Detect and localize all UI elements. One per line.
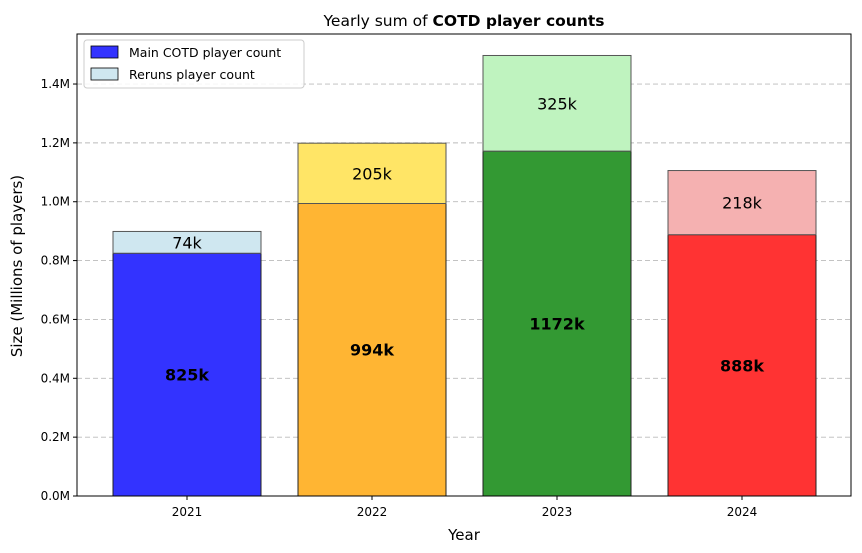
bar-reruns-2023 — [482, 54, 632, 152]
y-tick-label: 0.8M — [41, 254, 70, 268]
x-axis: 2021 2022 2023 2024 — [172, 496, 758, 519]
legend-label-main: Main COTD player count — [129, 45, 281, 60]
y-tick-label: 0.4M — [41, 371, 70, 385]
bar-reruns-label-2022: 205k — [352, 164, 393, 183]
y-axis-label: Size (Millions of players) — [8, 175, 26, 357]
bar-reruns-2021 — [112, 230, 262, 254]
bar-main-label-2022: 994k — [350, 341, 394, 360]
bars — [112, 54, 817, 497]
bar-main-2022 — [297, 202, 447, 497]
y-tick-label: 0.0M — [41, 489, 70, 503]
chart-title-prefix: Yearly sum of — [323, 12, 433, 30]
x-axis-label: Year — [447, 526, 481, 544]
bar-reruns-2022 — [297, 142, 447, 204]
bar-reruns-label-2021: 74k — [172, 233, 202, 252]
bar-main-2023 — [482, 150, 632, 497]
y-tick-label: 1.4M — [41, 77, 70, 91]
x-tick-label: 2021 — [172, 505, 203, 519]
chart-title-bold: COTD player counts — [433, 12, 605, 30]
y-tick-label: 1.0M — [41, 195, 70, 209]
legend-swatch-reruns — [90, 67, 119, 81]
plot-frame — [76, 33, 852, 497]
x-tick-label: 2024 — [727, 505, 758, 519]
legend-box — [83, 39, 305, 89]
bar-main-2024 — [667, 234, 817, 497]
chart-title: Yearly sum of COTD player counts — [323, 12, 605, 30]
bar-main-label-2021: 825k — [165, 366, 209, 385]
y-tick-label: 1.2M — [41, 136, 70, 150]
legend-label-reruns: Reruns player count — [129, 67, 255, 82]
bar-value-labels: 825k 74k 994k 205k 1172k 325k 888k 218k — [165, 94, 764, 384]
bar-reruns-label-2024: 218k — [722, 194, 763, 213]
y-tick-label: 0.6M — [41, 312, 70, 326]
bar-reruns-label-2023: 325k — [537, 94, 578, 113]
y-tick-label: 0.2M — [41, 430, 70, 444]
bar-main-label-2024: 888k — [720, 356, 764, 375]
legend: Main COTD player count Reruns player cou… — [83, 39, 305, 89]
legend-swatch-main — [90, 45, 119, 59]
x-tick-label: 2023 — [542, 505, 573, 519]
bar-reruns-2024 — [667, 170, 817, 236]
x-tick-label: 2022 — [357, 505, 388, 519]
bar-main-label-2023: 1172k — [529, 315, 585, 334]
y-axis: 0.0M 0.2M 0.4M 0.6M 0.8M 1.0M 1.2M 1.4M — [41, 77, 77, 503]
